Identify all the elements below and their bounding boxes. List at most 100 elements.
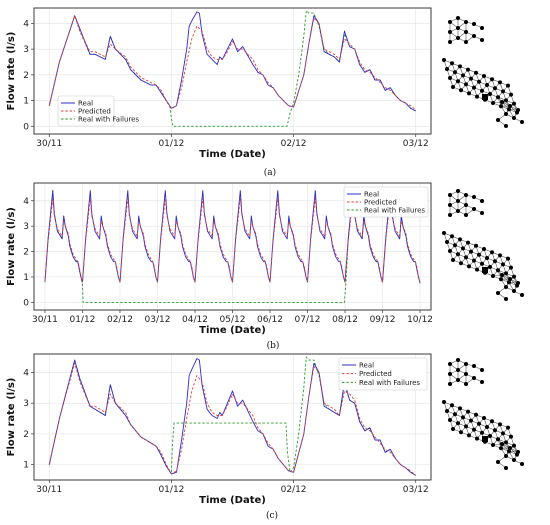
y-tick-label: 0 [23,122,29,132]
network-node [448,382,452,386]
network-node [450,61,454,66]
network-node [448,372,452,376]
network-node [464,372,468,376]
network-reservoir [482,94,488,100]
network-node [472,427,476,432]
network-node [482,416,486,420]
network-node [491,101,495,105]
network-node [499,446,503,451]
network-node [448,40,452,44]
network-node [466,240,470,245]
network-node [464,40,468,44]
network-node [504,271,508,276]
series-line-real [48,11,416,112]
x-tick-label: 30/11 [36,485,62,495]
network-node [472,207,476,211]
network-node [448,30,452,34]
legend-label: Real [359,362,374,370]
network-node [493,428,497,433]
plot-frame [33,7,432,135]
network-node [520,120,524,124]
network-node [480,199,484,203]
network-node [474,70,478,75]
network-node [461,73,465,78]
network-node [453,243,457,248]
network-node [499,277,503,282]
y-tick-label: 2 [23,71,29,81]
y-tick-label: 0 [23,298,29,308]
network-node [467,91,471,96]
network-node [516,450,520,454]
network-node [456,189,460,193]
network-node [474,412,478,417]
network-node [500,442,504,446]
network-diagram-b [442,189,524,301]
x-axis-label: Time (Date) [199,495,266,506]
y-tick-label: 1 [23,97,29,107]
network-diagram-a [442,16,524,128]
network-node [498,253,502,258]
x-tick-label: 02/12 [281,485,307,495]
network-node [512,274,516,279]
network-node [464,20,468,24]
legend-box [338,357,428,391]
network-node [506,256,510,261]
network-node [456,421,460,426]
network-node [480,261,484,266]
network-node [480,38,484,42]
network-node [509,265,513,270]
network-node [448,193,452,197]
network-node [450,403,454,408]
network-node [480,211,484,215]
network-node [459,88,463,93]
plot-frame [33,353,432,481]
network-node [451,85,455,89]
network-node [472,376,476,380]
legend-label: Predicted [359,370,392,378]
network-node [448,76,452,80]
network-node [504,440,508,445]
legend-label: Real [78,100,93,108]
network-node [448,418,452,422]
network-node [485,83,489,87]
network-reservoir [482,267,488,273]
network-node [504,454,508,458]
network-node [504,466,508,470]
network-node [448,249,452,253]
network-node [456,26,460,30]
network-node [507,280,511,285]
network-node [475,436,479,441]
network-node [512,289,516,293]
y-tick-label: 2 [23,430,29,440]
network-node [508,446,512,450]
x-tick-label: 02/12 [281,139,307,149]
network-node [467,433,471,438]
network-node [516,281,520,285]
network-node [466,67,470,72]
series-line-predicted [48,362,417,476]
network-node [500,273,504,277]
caption-b: (b) [267,340,280,351]
y-tick-label: 1 [23,273,29,283]
network-node [445,409,449,413]
network-node [496,95,500,100]
network-node [482,247,486,251]
x-axis-label: Time (Date) [199,325,266,336]
y-axis-label: Flow rate (l/s) [6,378,17,457]
x-tick-label: 08/12 [332,315,358,325]
network-node [472,258,476,263]
network-node [507,449,511,454]
network-node [491,443,495,447]
network-node [456,16,460,20]
y-axis-label: Flow rate (l/s) [6,207,17,286]
y-tick-label: 4 [23,368,29,378]
network-node [464,193,468,197]
network-node [472,22,476,26]
legend-label: Real [364,191,379,199]
network-node [475,94,479,99]
network-node [448,213,452,217]
network-node [493,259,497,264]
network-node [485,425,489,429]
network-node [480,88,484,93]
y-tick-label: 2 [23,248,29,258]
